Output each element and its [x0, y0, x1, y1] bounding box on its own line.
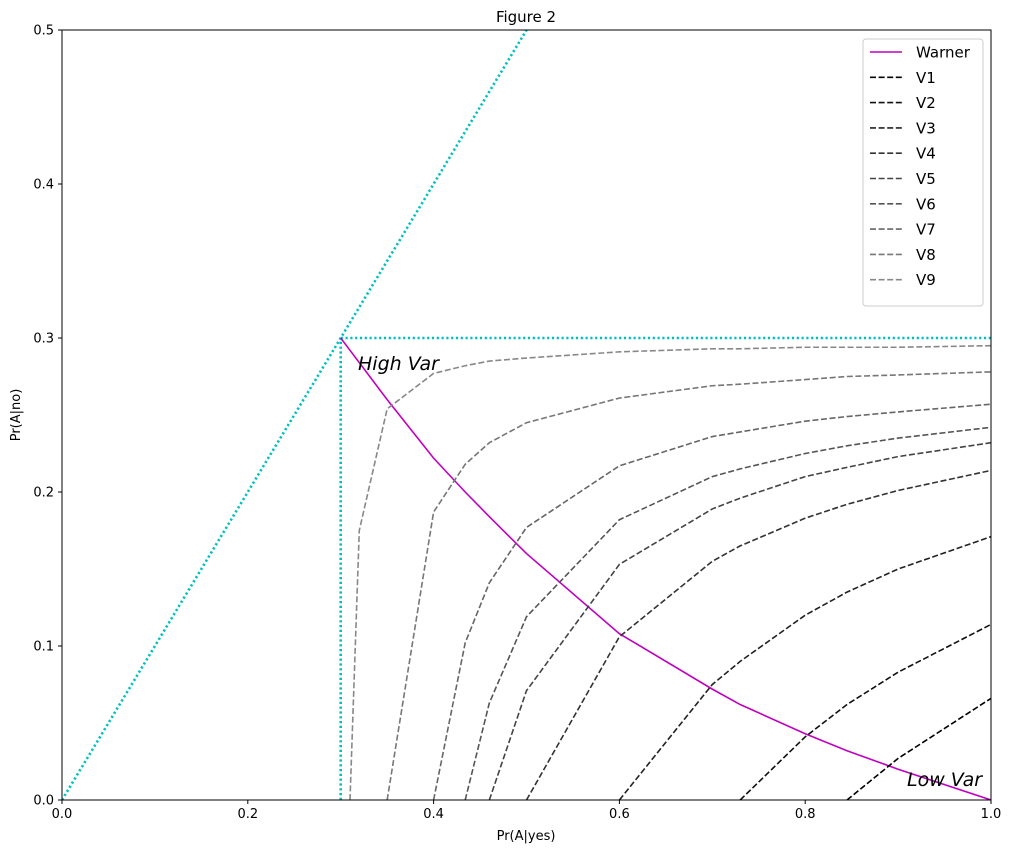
annotation: Low Var — [907, 769, 983, 791]
x-tick-label: 0.2 — [237, 807, 258, 822]
legend-label: V2 — [916, 94, 936, 112]
series-line — [464, 426, 991, 800]
plot-frame — [61, 29, 992, 801]
y-tick-label: 0.5 — [33, 24, 54, 39]
series-line — [340, 337, 991, 800]
x-tick-label: 0.4 — [423, 807, 444, 822]
y-tick-label: 0.3 — [33, 332, 54, 347]
annotation: High Var — [358, 353, 440, 375]
y-tick-label: 0.0 — [33, 794, 54, 809]
plot-lines — [62, 30, 991, 800]
series-line — [349, 344, 991, 800]
series-line — [739, 623, 991, 800]
x-tick-label: 0.8 — [795, 807, 816, 822]
series-line — [488, 441, 991, 800]
series-line — [846, 697, 991, 800]
y-tick-label: 0.4 — [33, 178, 54, 193]
x-tick-label: 1.0 — [981, 807, 1002, 822]
x-tick-label: 0.6 — [609, 807, 630, 822]
chart-title: Figure 2 — [496, 8, 556, 26]
legend-label: V1 — [916, 69, 936, 87]
legend-label: V5 — [916, 170, 936, 188]
legend-label: V4 — [916, 145, 936, 163]
legend-label: V9 — [916, 271, 936, 289]
legend-label: Warner — [916, 44, 971, 62]
series-line — [386, 371, 991, 800]
y-axis-label: Pr(A|no) — [9, 389, 24, 442]
legend-label: V3 — [916, 119, 936, 137]
series-line — [525, 469, 991, 800]
y-tick-label: 0.2 — [33, 486, 54, 501]
legend-label: V6 — [916, 195, 936, 213]
series-line — [432, 403, 991, 800]
x-tick-label: 0.0 — [52, 807, 73, 822]
reference-line — [62, 30, 528, 800]
legend-label: V7 — [916, 221, 936, 239]
y-tick-label: 0.1 — [33, 640, 54, 655]
series-line — [618, 535, 991, 800]
legend-label: V8 — [916, 246, 936, 264]
legend-box — [862, 38, 984, 307]
x-axis-label: Pr(A|yes) — [497, 829, 556, 844]
